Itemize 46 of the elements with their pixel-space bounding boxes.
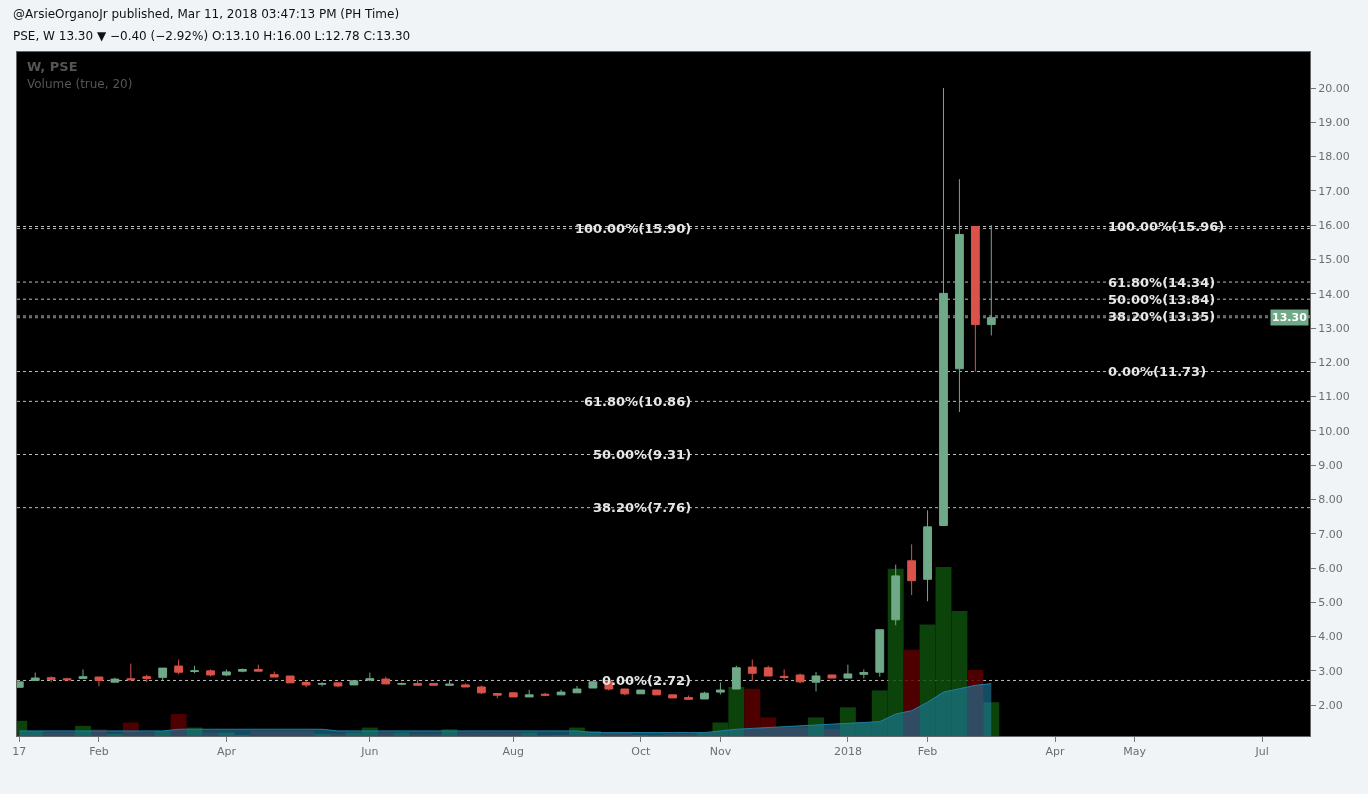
ref-line-label: 38.20%(7.76): [593, 500, 692, 515]
y-tick-label: 5.00: [1318, 596, 1343, 610]
x-tick-label: Feb: [89, 745, 109, 759]
x-tick-label: May: [1123, 745, 1147, 759]
x-tick-label: Apr: [216, 745, 237, 759]
y-tick-label: 17.00: [1318, 184, 1350, 198]
y-tick-label: 12.00: [1318, 356, 1350, 370]
x-tick-label: Oct: [631, 745, 651, 759]
x-tick-label: Feb: [917, 745, 938, 759]
y-tick-label: 13.00: [1318, 321, 1350, 335]
x-tick-label: Aug: [502, 745, 524, 759]
ref-line-label: 61.80%(14.34): [1108, 275, 1216, 290]
y-tick-label: 11.00: [1318, 390, 1350, 404]
y-tick-label: 8.00: [1318, 493, 1343, 507]
y-tick-label: 7.00: [1318, 527, 1343, 541]
ref-line-label: 38.20%(13.35): [1108, 309, 1216, 324]
ref-line-label: 50.00%(9.31): [593, 447, 692, 462]
ref-line-label: 0.00%(11.73): [1108, 364, 1207, 379]
y-tick-label: 20.00: [1318, 81, 1350, 95]
y-tick-label: 3.00: [1318, 664, 1343, 678]
text: @ArsieOrganoJr published, Mar 11, 2018 03:47:13 PM (PH Time): [13, 7, 400, 21]
ref-line-label: 0.00%(2.72): [602, 673, 692, 688]
y-tick-label: 9.00: [1318, 458, 1343, 472]
text: PSE, W 13.30 ▼ −0.40 (−2.92%) O:13.10 H:16.00 L:12.78 C:13.30: [13, 29, 411, 43]
x-tick-label: Nov: [709, 745, 732, 759]
ref-line-label: 13.30: [1272, 311, 1308, 324]
y-tick-label: 14.00: [1318, 287, 1350, 301]
y-tick-label: 2.00: [1318, 698, 1343, 712]
text: Volume (true, 20): [27, 77, 133, 91]
x-tick-label: Jun: [360, 745, 379, 759]
ref-line-label: 100.00%(15.90): [575, 221, 692, 236]
y-tick-label: 15.00: [1318, 253, 1350, 267]
x-tick-label: 17: [12, 745, 27, 759]
y-tick-label: 4.00: [1318, 630, 1343, 644]
x-tick-label: 2018: [833, 745, 862, 759]
text: W, PSE: [27, 59, 78, 74]
ref-line-label: 50.00%(13.84): [1108, 292, 1216, 307]
ref-line-label: 61.80%(10.86): [584, 394, 692, 409]
y-tick-label: 16.00: [1318, 218, 1350, 232]
x-tick-label: Apr: [1045, 745, 1066, 759]
ref-line-label: 100.00%(15.96): [1108, 219, 1225, 234]
x-tick-label: Jul: [1254, 745, 1269, 759]
y-tick-label: 19.00: [1318, 116, 1350, 130]
y-tick-label: 18.00: [1318, 150, 1350, 164]
y-tick-label: 6.00: [1318, 561, 1343, 575]
y-tick-label: 10.00: [1318, 424, 1350, 438]
